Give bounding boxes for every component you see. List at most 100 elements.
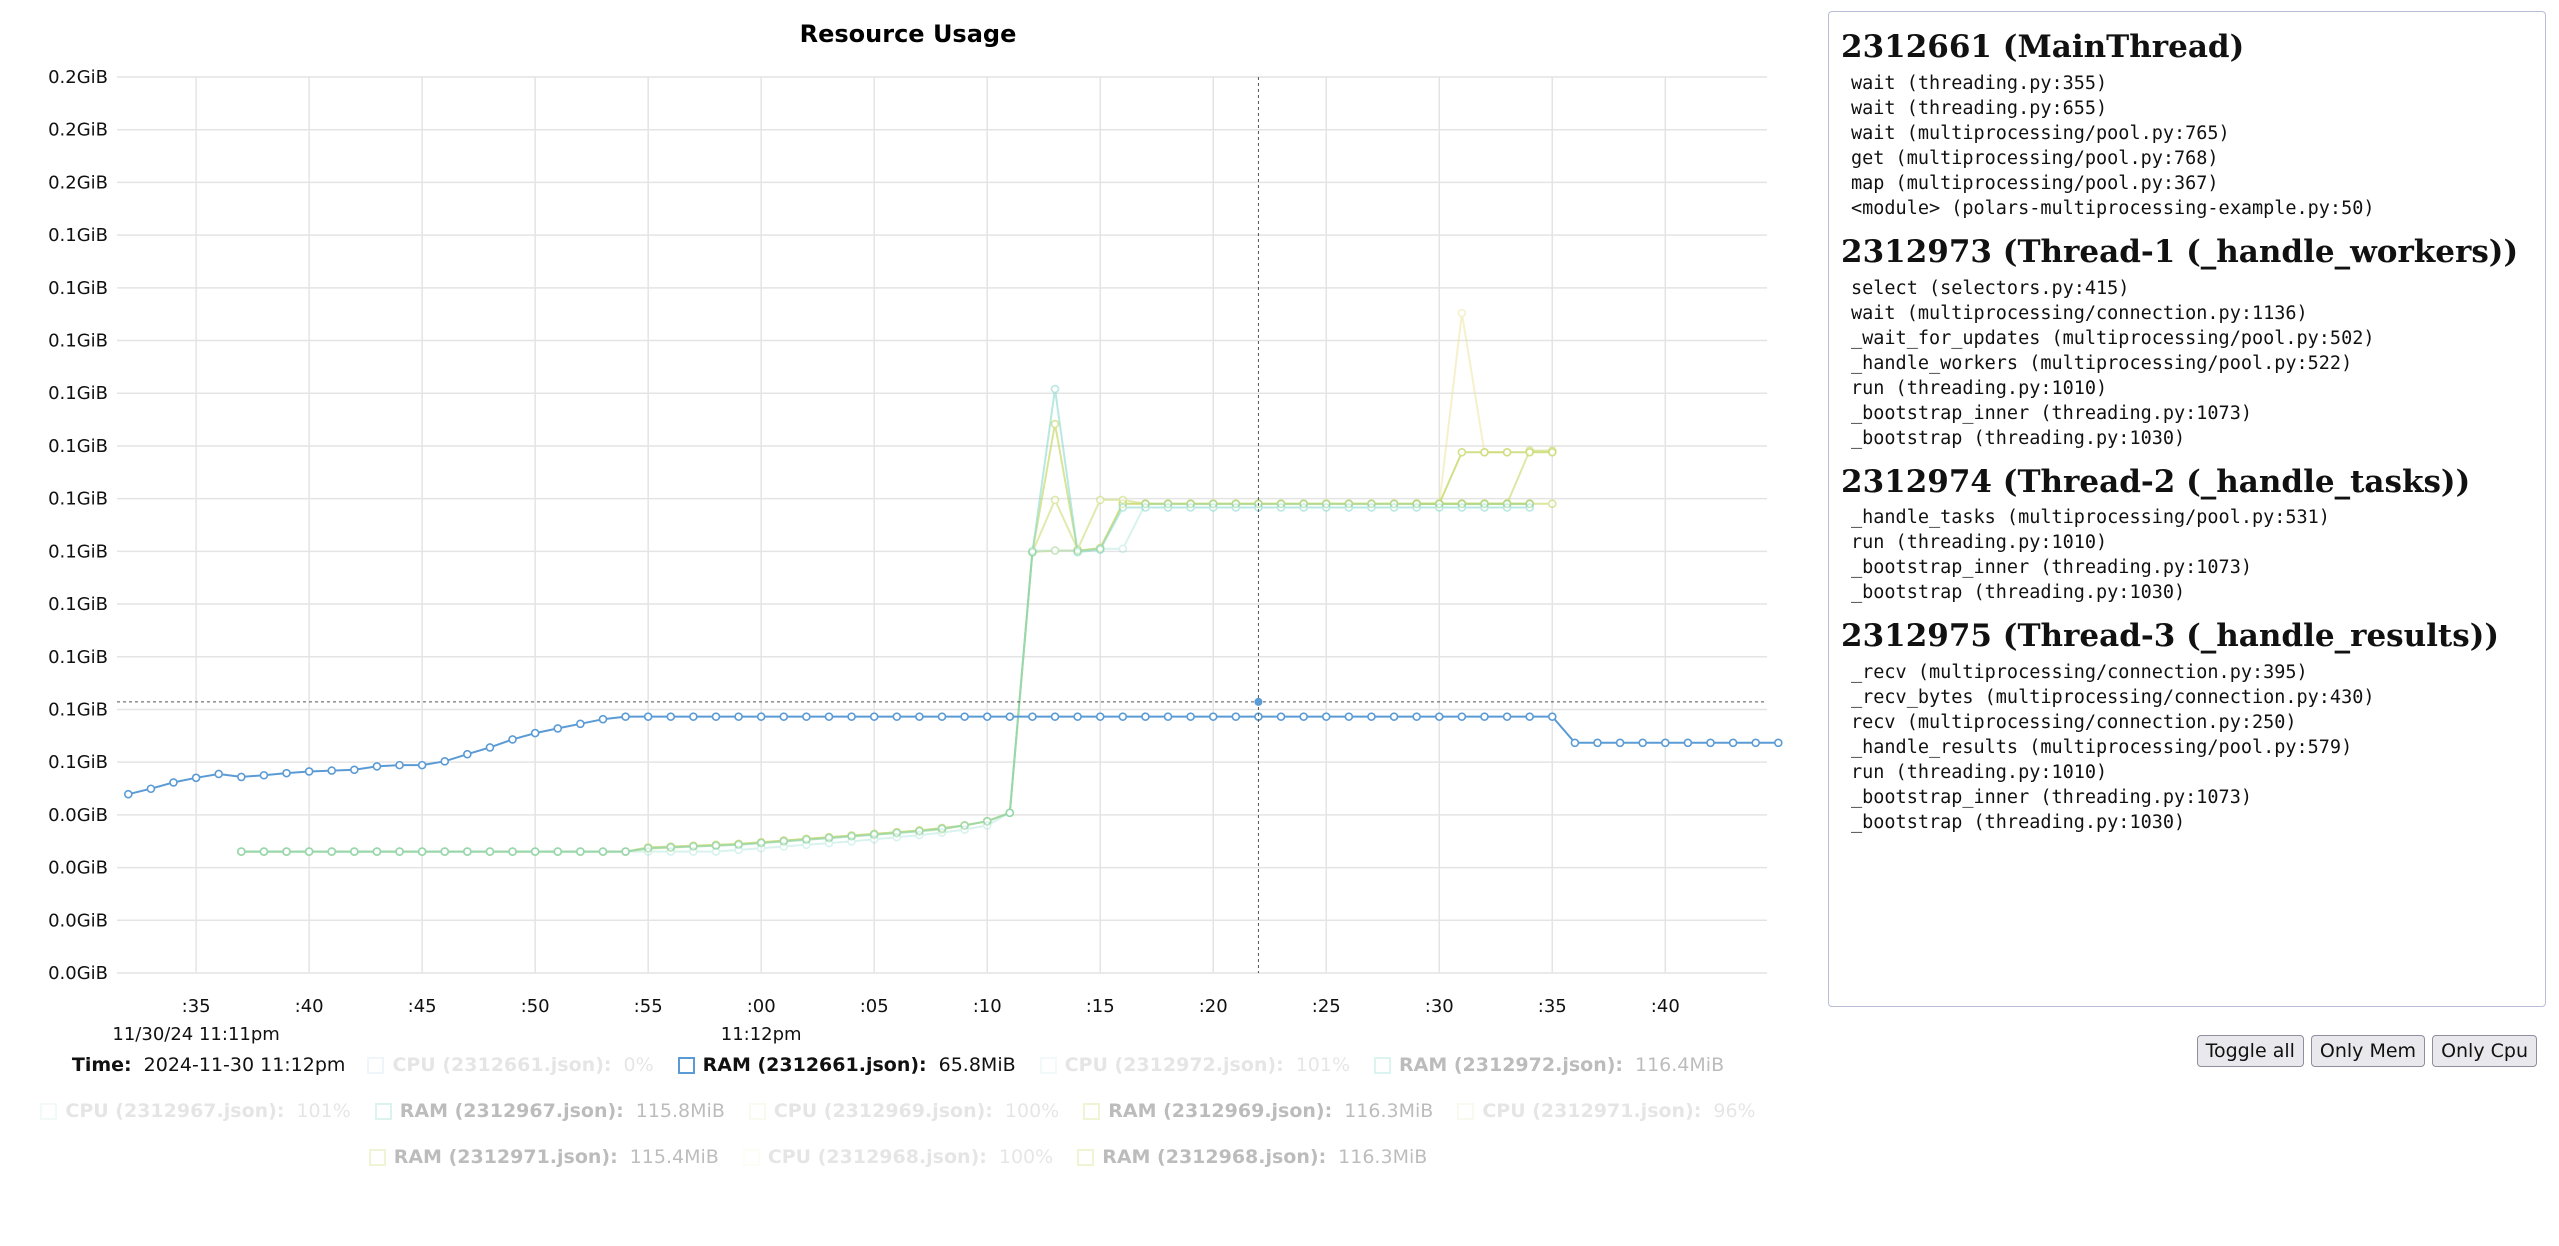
stack-frame: map (multiprocessing/pool.py:367) (1851, 172, 2219, 194)
data-point (237, 847, 246, 856)
data-point (1095, 544, 1105, 554)
data-point (553, 847, 563, 856)
data-point (937, 824, 947, 834)
toggle-all-button[interactable]: Toggle all (2196, 1035, 2304, 1067)
stack-frame: run (threading.py:1010) (1851, 532, 2108, 554)
x-tick-label: :10 (973, 996, 1002, 1017)
data-point (1231, 499, 1241, 509)
series-group[interactable] (124, 308, 1783, 856)
data-point (214, 769, 224, 779)
data-point (1141, 503, 1150, 512)
data-point (282, 768, 291, 778)
data-point (869, 712, 879, 721)
stack-frame: _handle_workers (multiprocessing/pool.py… (1851, 352, 2353, 374)
data-point (1412, 712, 1421, 721)
legend-item[interactable]: RAM (2312968.json): 116.3MiB (1077, 1142, 1427, 1172)
data-point (395, 847, 404, 856)
only-cpu-button[interactable]: Only Cpu (2432, 1035, 2537, 1067)
data-point (146, 784, 156, 794)
data-point (1525, 499, 1534, 509)
chart-title: Resource Usage (800, 20, 1017, 48)
data-point (1299, 499, 1308, 509)
series-line[interactable] (237, 419, 1534, 856)
series-path (1416, 312, 1508, 505)
legend-series-name: CPU (2312972.json): (1064, 1054, 1284, 1076)
data-point (1502, 447, 1512, 457)
data-point (1050, 546, 1060, 555)
series-line[interactable] (237, 499, 1534, 856)
data-point (417, 847, 427, 856)
legend-series-name: RAM (2312661.json): (702, 1054, 927, 1076)
data-point (1547, 712, 1557, 721)
data-point (417, 847, 427, 856)
data-point (1118, 495, 1128, 505)
legend-series-value: 115.4MiB (629, 1146, 719, 1168)
legend-item[interactable]: CPU (2312969.json): 100% (748, 1096, 1059, 1126)
y-tick-label: 0.1GiB (48, 647, 108, 668)
data-point (824, 833, 834, 843)
data-point (960, 821, 969, 830)
legend-item[interactable]: RAM (2312967.json): 115.8MiB (374, 1096, 725, 1126)
series-line[interactable] (237, 499, 1534, 856)
data-point (485, 743, 495, 752)
legend-item[interactable]: CPU (2312967.json): 101% (40, 1096, 351, 1126)
x-tick-label: :15 (1086, 996, 1115, 1017)
stack-frame: _recv_bytes (multiprocessing/connection.… (1851, 687, 2375, 708)
legend-item[interactable]: RAM (2312661.json): 65.8MiB (677, 1050, 1016, 1080)
y-tick-label: 0.1GiB (48, 383, 108, 404)
data-point (824, 838, 834, 848)
legend-series-value: 116.4MiB (1635, 1054, 1725, 1076)
legend-item[interactable]: CPU (2312972.json): 101% (1039, 1050, 1350, 1080)
data-point (1073, 547, 1082, 557)
legend-series-name: CPU (2312661.json): (392, 1054, 612, 1076)
series-line[interactable] (124, 712, 1783, 799)
data-point (621, 712, 630, 721)
data-point (1683, 738, 1693, 748)
data-point (1547, 447, 1557, 457)
data-point (463, 847, 472, 856)
data-point (1457, 447, 1467, 457)
data-point (304, 767, 314, 776)
data-point (756, 712, 766, 721)
data-point (1344, 712, 1354, 721)
legend-swatch (374, 1102, 392, 1120)
legend-item[interactable]: CPU (2312971.json): 96% (1457, 1096, 1756, 1126)
data-point (802, 835, 811, 845)
legend-item[interactable]: RAM (2312972.json): 116.4MiB (1374, 1050, 1724, 1080)
data-point (892, 832, 902, 842)
data-point (485, 847, 495, 856)
data-point (1208, 499, 1218, 509)
x-tick-label: :40 (295, 996, 324, 1017)
data-point (779, 837, 789, 846)
series-line[interactable] (1412, 308, 1512, 509)
data-point (553, 724, 563, 733)
data-point (734, 840, 743, 850)
data-point (1321, 503, 1331, 512)
legend-series-value: 116.3MiB (1344, 1100, 1434, 1122)
only-mem-button[interactable]: Only Mem (2310, 1035, 2426, 1067)
data-point (734, 712, 743, 721)
series-path (241, 503, 1530, 853)
resource-usage-chart[interactable]: Resource Usage 0.2GiB0.2GiB0.2GiB0.1GiB0… (0, 0, 1800, 1046)
data-point (417, 760, 427, 770)
legend-item[interactable]: CPU (2312661.json): 0% (367, 1050, 654, 1080)
series-line[interactable] (237, 495, 1534, 856)
data-point (259, 847, 269, 856)
data-point (1457, 308, 1467, 318)
stack-frame: _handle_tasks (multiprocessing/pool.py:5… (1851, 507, 2330, 529)
series-path (128, 715, 1779, 796)
stack-frame: _bootstrap (threading.py:1030) (1851, 582, 2186, 604)
data-point (892, 828, 902, 838)
legend-item[interactable]: RAM (2312969.json): 116.3MiB (1083, 1096, 1433, 1126)
series-line[interactable] (237, 384, 1534, 856)
data-point (756, 838, 766, 848)
data-point (440, 847, 450, 856)
time-value: 2024-11-30 11:12pm (143, 1054, 346, 1076)
legend-item[interactable]: RAM (2312971.json): 115.4MiB (368, 1142, 719, 1172)
data-point (1321, 499, 1331, 509)
stack-frame: _bootstrap_inner (threading.py:1073) (1851, 402, 2252, 424)
x-tick-label: :35 (1538, 996, 1567, 1017)
data-point (395, 847, 404, 856)
legend-item[interactable]: CPU (2312968.json): 100% (742, 1142, 1053, 1172)
legend-series-name: RAM (2312968.json): (1102, 1146, 1327, 1168)
